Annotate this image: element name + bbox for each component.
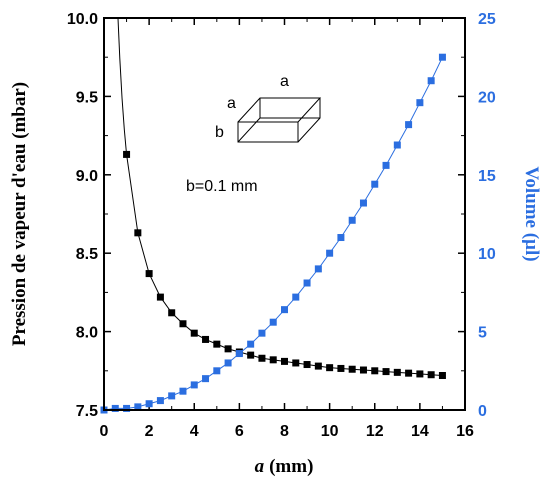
pressure-marker (348, 365, 356, 373)
volume-marker (371, 180, 379, 188)
x-tick-label: 2 (145, 423, 154, 440)
pressure-marker (202, 335, 210, 343)
pressure-marker (247, 351, 255, 359)
x-tick-label: 8 (280, 423, 289, 440)
y-left-tick-label: 8.0 (76, 325, 98, 342)
pressure-marker (382, 368, 390, 376)
y-left-tick-label: 9.5 (76, 89, 98, 106)
volume-marker (202, 375, 210, 383)
pressure-line (117, 17, 443, 377)
x-tick-label: 10 (321, 423, 339, 440)
volume-marker (326, 249, 334, 257)
volume-marker (427, 77, 435, 85)
x-axis-variable: a (255, 456, 265, 477)
pressure-marker (145, 270, 153, 278)
pressure-marker (258, 354, 266, 362)
volume-marker (168, 392, 176, 400)
x-tick-label: 0 (100, 423, 109, 440)
y-left-tick-label: 10.0 (67, 11, 98, 28)
inset-label-a-left: a (227, 95, 236, 112)
pressure-marker (393, 368, 401, 376)
y-right-tick-label: 5 (478, 325, 487, 342)
pressure-marker (416, 370, 424, 378)
volume-marker (235, 350, 243, 358)
volume-marker (247, 340, 255, 348)
volume-marker (111, 404, 119, 412)
volume-marker (258, 329, 266, 337)
x-axis-title: a (mm) (255, 456, 314, 477)
volume-marker (123, 404, 131, 412)
pressure-marker (326, 364, 334, 372)
x-tick-label: 12 (366, 423, 384, 440)
volume-marker (145, 400, 153, 408)
annotation-text: b=0.1 mm (186, 178, 258, 195)
volume-marker (416, 99, 424, 107)
y-right-tick-label: 0 (478, 403, 487, 420)
volume-marker (337, 234, 345, 242)
y-right-tick-label: 20 (478, 89, 496, 106)
volume-marker (348, 216, 356, 224)
pressure-marker (359, 366, 367, 374)
pressure-marker (337, 364, 345, 372)
inset-box-diagram (237, 97, 322, 143)
inset-box-edges (237, 97, 322, 143)
volume-marker (393, 141, 401, 149)
volume-marker (281, 306, 288, 314)
volume-marker (405, 121, 413, 129)
y-left-tick-label: 9.0 (76, 168, 98, 185)
pressure-marker (371, 367, 379, 375)
pressure-marker (224, 345, 232, 353)
pressure-marker (292, 359, 300, 367)
volume-marker (190, 381, 198, 389)
pressure-marker (179, 320, 187, 328)
volume-marker (213, 367, 221, 375)
volume-marker (438, 53, 446, 61)
volume-marker (269, 318, 277, 326)
y-left-axis-title: Pression de vapeur d'eau (mbar) (9, 82, 30, 346)
pressure-marker (168, 309, 176, 317)
inset-label-b: b (215, 124, 224, 141)
pressure-marker (213, 340, 221, 348)
volume-marker (314, 265, 322, 273)
pressure-marker (156, 293, 164, 301)
y-right-tick-label: 10 (478, 246, 496, 263)
volume-marker (224, 359, 232, 367)
plot-frame (103, 17, 466, 411)
volume-marker (156, 397, 164, 405)
pressure-marker (281, 357, 288, 365)
y-right-tick-label: 15 (478, 168, 496, 185)
x-tick-label: 4 (190, 423, 199, 440)
y-left-tick-label: 7.5 (76, 403, 98, 420)
pressure-marker (303, 361, 311, 369)
pressure-marker (438, 372, 446, 380)
pressure-marker (405, 369, 413, 377)
inset-label-a-top: a (280, 73, 289, 90)
volume-marker (382, 161, 390, 169)
y-right-axis-title: Volume (µl) (521, 166, 542, 261)
pressure-marker (427, 371, 435, 379)
volume-marker (134, 403, 142, 411)
x-axis-unit: (mm) (269, 456, 313, 477)
pressure-marker (123, 150, 131, 158)
y-left-tick-label: 8.5 (76, 246, 98, 263)
x-tick-label: 6 (235, 423, 244, 440)
pressure-marker (269, 356, 277, 364)
pressure-marker (190, 329, 198, 337)
volume-marker (179, 387, 187, 395)
pressure-marker (134, 229, 142, 237)
pressure-marker (314, 362, 322, 370)
volume-marker (303, 279, 311, 287)
x-tick-label: 16 (456, 423, 474, 440)
y-right-tick-label: 25 (478, 11, 496, 28)
volume-marker (359, 199, 367, 207)
volume-marker (292, 293, 300, 301)
x-tick-label: 14 (411, 423, 429, 440)
